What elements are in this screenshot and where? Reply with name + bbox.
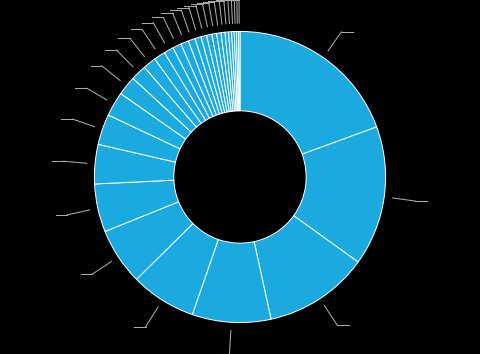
Wedge shape: [231, 32, 238, 111]
Wedge shape: [95, 180, 179, 232]
Wedge shape: [240, 32, 377, 154]
Wedge shape: [95, 144, 176, 184]
Wedge shape: [216, 33, 231, 112]
Wedge shape: [254, 216, 358, 319]
Wedge shape: [165, 48, 210, 120]
Wedge shape: [108, 93, 186, 149]
Wedge shape: [133, 67, 196, 132]
Wedge shape: [155, 53, 205, 123]
Wedge shape: [192, 240, 271, 322]
Wedge shape: [195, 37, 222, 114]
Wedge shape: [173, 44, 213, 118]
Wedge shape: [239, 32, 240, 111]
Wedge shape: [105, 202, 193, 279]
Wedge shape: [234, 32, 239, 111]
Wedge shape: [201, 35, 225, 113]
Wedge shape: [212, 33, 229, 112]
Wedge shape: [221, 32, 233, 112]
Wedge shape: [121, 78, 192, 139]
Wedge shape: [188, 39, 219, 115]
Wedge shape: [181, 41, 216, 116]
Wedge shape: [144, 59, 201, 127]
Wedge shape: [206, 34, 227, 113]
Wedge shape: [237, 32, 239, 111]
Wedge shape: [294, 127, 385, 262]
Wedge shape: [225, 32, 235, 111]
Wedge shape: [98, 115, 180, 162]
Wedge shape: [136, 223, 218, 315]
Wedge shape: [228, 32, 236, 111]
